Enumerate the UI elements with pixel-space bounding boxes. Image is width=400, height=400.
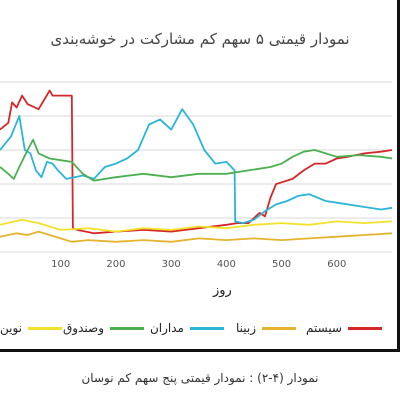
legend-swatch — [262, 326, 296, 330]
series-line-3 — [0, 138, 393, 182]
x-tick-label: 200 — [106, 259, 125, 270]
x-tick-label: 400 — [217, 259, 236, 270]
figure-caption: نمودار (۴-۲) : نمودار قیمتی پنج سهم کم ن… — [81, 371, 319, 385]
grid-lines — [0, 81, 392, 253]
x-axis-label: روز — [213, 283, 232, 298]
series-line-2 — [0, 108, 393, 225]
legend-label: نوین — [0, 321, 22, 335]
x-tick-label: 500 — [272, 259, 291, 270]
legend-swatch — [110, 326, 144, 330]
x-tick-label: 600 — [327, 259, 346, 270]
legend-label: وصندوق — [62, 321, 104, 335]
legend-item: زبینا — [236, 318, 296, 338]
legend: سیستم زبینا مداران وصندوق نوین — [0, 318, 382, 338]
x-tick-labels: 100 200 300 400 500 600 — [51, 259, 346, 270]
legend-item: وصندوق — [63, 318, 144, 338]
legend-label: مداران — [149, 321, 184, 335]
legend-label: زبینا — [235, 321, 256, 335]
line-chart-plot: 100 200 300 400 500 600 — [0, 81, 393, 270]
legend-item: سیستم — [306, 318, 382, 338]
series-line-4 — [0, 218, 393, 233]
series-line-1 — [0, 230, 393, 243]
legend-swatch — [190, 326, 224, 330]
series-line-0 — [0, 89, 393, 235]
x-tick-label: 100 — [51, 259, 70, 270]
legend-item: مداران — [150, 318, 224, 338]
legend-swatch — [28, 326, 62, 330]
chart-frame — [0, 0, 400, 352]
series-lines — [0, 89, 393, 243]
chart-title: نمودار قیمتی ۵ سهم کم مشارکت در خوشه‌بند… — [50, 30, 350, 48]
legend-item: نوین — [0, 318, 62, 338]
legend-label: سیستم — [306, 321, 342, 335]
x-tick-label: 300 — [162, 259, 181, 270]
legend-swatch — [348, 326, 382, 330]
